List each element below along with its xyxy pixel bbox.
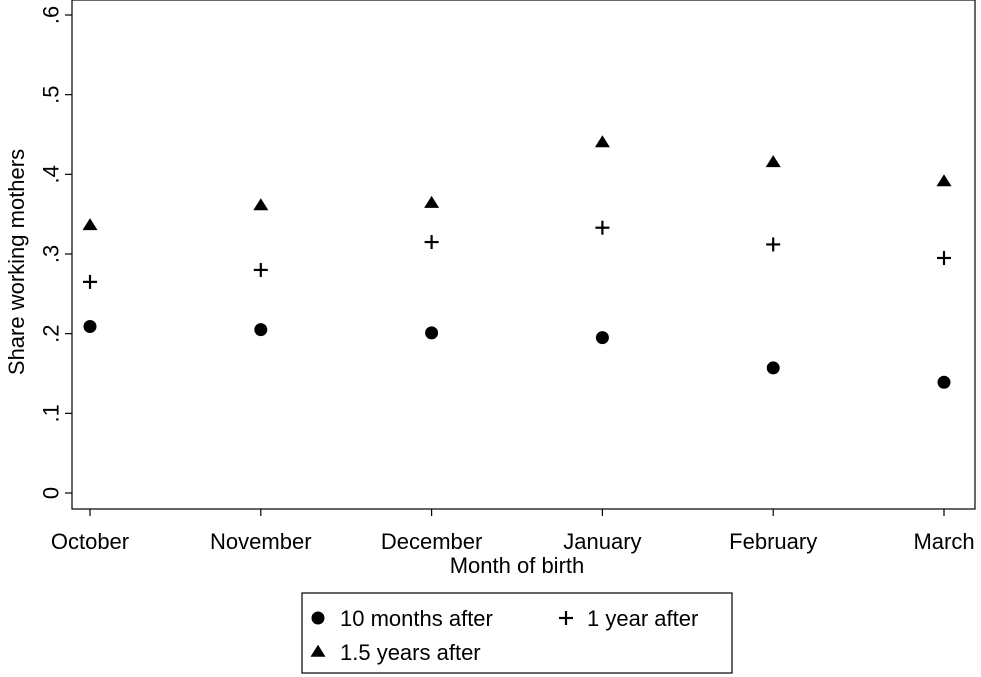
y-tick-label: .1 <box>39 404 64 422</box>
point-plus <box>766 237 781 252</box>
point-circle <box>83 319 97 333</box>
x-tick-label: February <box>729 529 817 554</box>
legend-item: 10 months after <box>311 606 493 631</box>
point-triangle <box>424 195 440 208</box>
y-tick-label: .2 <box>39 324 64 342</box>
series-plus <box>83 220 951 289</box>
legend-item: 1 year after <box>559 606 698 631</box>
y-tick-label: .6 <box>39 6 64 24</box>
point-triangle <box>765 155 781 168</box>
y-axis-title: Share working mothers <box>4 149 29 375</box>
legend-marker-circle <box>311 611 325 625</box>
x-tick-label: March <box>913 529 974 554</box>
x-tick-label: November <box>210 529 311 554</box>
point-plus <box>595 220 610 235</box>
point-plus <box>937 250 951 265</box>
point-triangle <box>82 218 98 231</box>
series-circle <box>83 319 951 389</box>
point-triangle <box>253 198 269 211</box>
point-plus <box>253 262 268 277</box>
axes: 0 .1 .2 .3 .4 .5 .6 October November December Janu… <box>39 0 976 554</box>
x-tick-label: January <box>563 529 641 554</box>
legend-marker-plus <box>559 611 573 625</box>
point-triangle <box>594 135 610 148</box>
legend: 10 months after 1 year after 1.5 years aft… <box>301 592 733 674</box>
legend-item: 1.5 years after <box>310 640 481 665</box>
legend-marker-triangle <box>310 644 326 657</box>
legend-label: 10 months after <box>340 606 493 631</box>
x-tick-label: December <box>381 529 482 554</box>
point-circle <box>425 326 439 340</box>
legend-label: 1.5 years after <box>340 640 481 665</box>
plot-frame <box>71 0 976 510</box>
point-plus <box>424 235 439 250</box>
point-circle <box>254 323 268 337</box>
y-tick-label: .5 <box>39 85 64 103</box>
point-circle <box>595 331 609 345</box>
point-circle <box>766 361 780 375</box>
legend-label: 1 year after <box>587 606 698 631</box>
point-triangle <box>936 174 952 187</box>
data-marks <box>82 135 952 389</box>
y-tick-label: .4 <box>39 165 64 183</box>
point-plus <box>83 274 97 289</box>
x-axis-title: Month of birth <box>450 553 585 578</box>
legend-box <box>301 592 733 674</box>
y-tick-label: .3 <box>39 245 64 263</box>
series-triangle <box>82 135 952 231</box>
y-tick-label: 0 <box>39 487 64 499</box>
x-tick-label: October <box>51 529 129 554</box>
point-circle <box>937 375 951 389</box>
